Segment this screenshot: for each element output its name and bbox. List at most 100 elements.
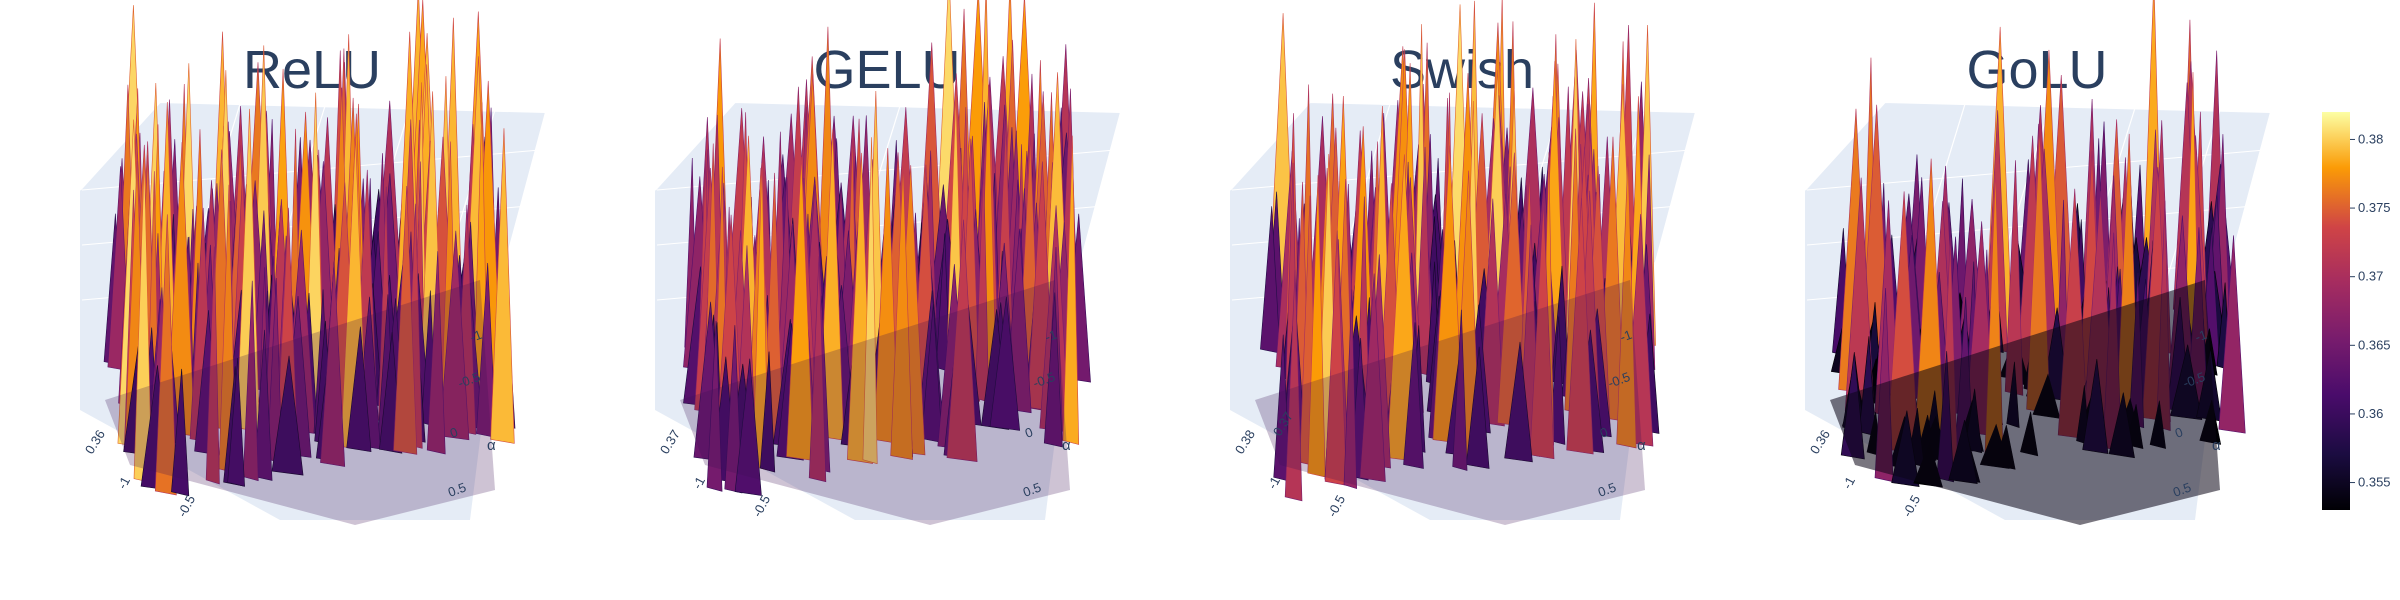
surface-spike: [786, 156, 814, 461]
surface-panel-gelu: GELU -1 -0.5 0 0.5 α -1 -0.5 0.37: [654, 0, 1121, 525]
surface-spike: [1343, 289, 1357, 490]
surface-spike: [1452, 309, 1468, 471]
x-tick-label: -1: [689, 474, 708, 491]
x-tick-label: -0.5: [1324, 493, 1348, 520]
y-tick-label: -1: [1618, 327, 1634, 345]
y-axis-label: α: [487, 437, 496, 454]
scene-edge: [1804, 100, 2271, 191]
surface-spikes: [1255, 0, 1660, 525]
surface-spike: [1284, 270, 1303, 502]
y-tick-label: -1: [468, 327, 484, 345]
surface-spike: [476, 263, 497, 438]
colorbar: 0.38 0.375 0.37 0.365 0.36 0.355: [2322, 112, 2391, 510]
colorbar-tick-label: 0.37: [2358, 269, 2383, 284]
z-tick-label: 0.38: [1232, 427, 1258, 456]
surface-spike: [1616, 156, 1637, 449]
surface-spike: [1465, 346, 1490, 469]
panel-title: GoLU: [1966, 40, 2107, 100]
y-tick-label: -1: [2193, 327, 2209, 345]
surface-spike: [706, 320, 723, 492]
scene-edge: [1229, 100, 1696, 191]
surface-spike: [1566, 198, 1594, 455]
surface-base: [105, 280, 495, 525]
surface-spike: [989, 296, 1021, 431]
surface-spike: [271, 355, 304, 476]
surface-base: [1255, 280, 1645, 525]
y-axis-label: α: [1062, 437, 1071, 454]
surface-spike: [242, 280, 259, 482]
surface-spike: [1307, 175, 1326, 478]
panel-title: GELU: [813, 40, 960, 100]
surface-spike: [724, 325, 743, 494]
y-tick-label: 0: [1023, 424, 1035, 441]
y-axis-label: α: [1637, 437, 1646, 454]
surface-spike: [253, 329, 273, 481]
surface-spike: [154, 214, 177, 496]
y-tick-label: -0.5: [1606, 369, 1632, 391]
surface-panel-relu: ReLU -1 -0.5 0 0.5 α -1 -0.5 0.36: [79, 0, 546, 525]
y-tick-label: 0.5: [1596, 480, 1618, 500]
x-tick-label: -0.5: [749, 493, 773, 520]
y-tick-label: 0.5: [2171, 480, 2193, 500]
surface-spike: [439, 230, 470, 441]
z-tick-label: 0.36: [82, 427, 108, 456]
y-axis-label: α: [2212, 437, 2221, 454]
y-tick-label: -0.5: [456, 369, 482, 391]
y-tick-label: 0: [1598, 424, 1610, 441]
surface-spike: [935, 233, 951, 372]
colorbar-gradient: [2322, 112, 2350, 510]
surface-spikes: [680, 0, 1091, 525]
surface-spike: [734, 358, 762, 496]
surface-spike: [227, 357, 245, 487]
surface-base: [1830, 280, 2220, 525]
colorbar-tick-label: 0.36: [2358, 406, 2383, 421]
surface-spike: [1504, 341, 1533, 463]
colorbar-tick-label: 0.375: [2358, 200, 2391, 215]
surface-spike: [862, 137, 878, 465]
surface-spike: [1062, 135, 1080, 445]
z-tick-label: 0.36: [1807, 427, 1833, 456]
surface-spike: [946, 219, 978, 462]
surface-spike: [490, 128, 515, 444]
surface-spike: [2218, 235, 2246, 434]
y-tick-label: 0: [448, 424, 460, 441]
surface-spike: [426, 251, 446, 455]
surface-base: [680, 280, 1070, 525]
surface-spike: [1549, 316, 1566, 445]
surface-spike: [873, 148, 899, 444]
y-tick-label: -0.5: [1031, 369, 1057, 391]
surface-spike: [921, 304, 943, 443]
surface-spike: [974, 162, 990, 403]
surface-spike: [171, 368, 190, 497]
surface-spike: [890, 165, 913, 460]
z-tick-label: 0.37: [657, 427, 683, 456]
surface-spikes: [1830, 0, 2246, 525]
surface-spike: [1359, 273, 1386, 483]
surface-spike: [1414, 146, 1433, 377]
y-tick-label: 0.5: [446, 480, 468, 500]
surface-spike: [808, 256, 827, 483]
panel-title: ReLU: [243, 40, 381, 100]
surface-spikes: [103, 0, 516, 525]
surface-spike: [1403, 322, 1424, 469]
x-tick-label: -0.5: [1899, 493, 1923, 520]
surface-panel-swish: Swish-1-0.500.5α-1-0.50.380.37: [1229, 0, 1696, 525]
surface-spike: [759, 351, 776, 473]
surface-spike: [393, 185, 418, 455]
surface-spike: [1260, 206, 1281, 354]
y-tick-label: -1: [1043, 327, 1059, 345]
x-tick-label: -1: [114, 474, 133, 491]
surface-spike: [320, 261, 346, 467]
surface-spike: [1324, 230, 1347, 486]
y-tick-label: 0: [2173, 424, 2185, 441]
surface-spike: [1043, 292, 1063, 448]
surface-panel-golu: GoLU -1 -0.5 0 0.5 α -1 -0.5 0.36: [1804, 0, 2271, 525]
colorbar-tick-label: 0.355: [2358, 475, 2391, 490]
colorbar-tick-label: 0.365: [2358, 337, 2391, 352]
y-tick-label: -0.5: [2181, 369, 2207, 391]
y-tick-label: 0.5: [1021, 480, 1043, 500]
surface-spike: [1529, 202, 1555, 460]
x-tick-label: -0.5: [174, 493, 198, 520]
colorbar-tick-label: 0.38: [2358, 131, 2383, 146]
